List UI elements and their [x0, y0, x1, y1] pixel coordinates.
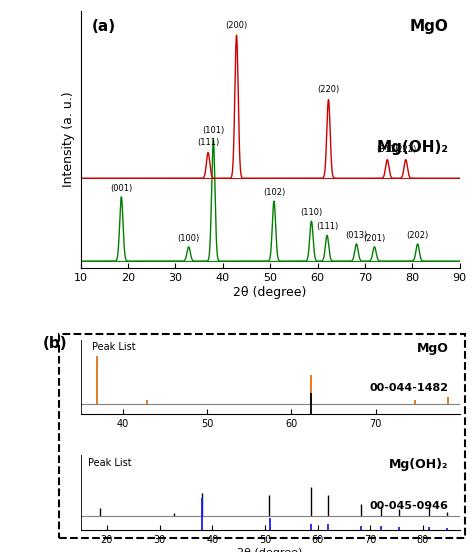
Text: Peak List: Peak List — [92, 342, 136, 352]
Text: (013): (013) — [345, 231, 368, 240]
Text: (001): (001) — [110, 183, 132, 193]
Text: (101): (101) — [202, 126, 224, 135]
Text: 00-044-1482: 00-044-1482 — [369, 384, 448, 394]
Text: (200): (200) — [226, 20, 247, 30]
Text: Mg(OH)₂: Mg(OH)₂ — [376, 140, 448, 155]
Text: (202): (202) — [407, 231, 428, 240]
Text: (102): (102) — [263, 188, 285, 197]
Text: 00-045-0946: 00-045-0946 — [370, 501, 448, 511]
Text: Peak List: Peak List — [88, 458, 132, 468]
Text: (100): (100) — [178, 233, 200, 242]
Text: (a): (a) — [92, 19, 116, 34]
Text: (110): (110) — [301, 208, 322, 217]
Text: (311): (311) — [376, 145, 399, 154]
Text: (220): (220) — [318, 85, 339, 94]
Text: MgO: MgO — [410, 19, 448, 34]
Text: (111): (111) — [316, 222, 338, 231]
X-axis label: 2θ (degree): 2θ (degree) — [237, 548, 303, 552]
Text: (222): (222) — [395, 145, 417, 154]
Text: MgO: MgO — [417, 342, 448, 355]
Text: (b): (b) — [43, 336, 67, 351]
Text: (201): (201) — [364, 233, 385, 242]
Y-axis label: Intensity (a. u.): Intensity (a. u.) — [62, 92, 75, 188]
X-axis label: 2θ (degree): 2θ (degree) — [234, 286, 307, 299]
Text: (111): (111) — [197, 138, 219, 147]
Text: Mg(OH)₂: Mg(OH)₂ — [389, 458, 448, 471]
